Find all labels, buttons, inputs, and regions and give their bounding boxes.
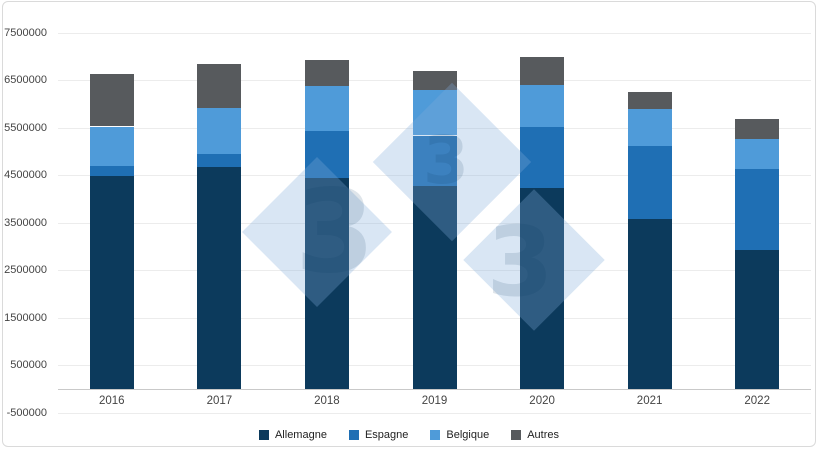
x-axis-category-label: 2022 bbox=[744, 395, 770, 407]
bar-2019-belgique bbox=[412, 90, 457, 136]
x-axis-category-label: 2020 bbox=[529, 395, 555, 407]
gridline bbox=[58, 33, 811, 34]
bar-2016-autres bbox=[89, 73, 134, 127]
bar-2017-allemagne bbox=[197, 167, 242, 389]
bar-2022-allemagne bbox=[735, 249, 780, 389]
bar-2018-allemagne bbox=[304, 178, 349, 389]
y-axis-tick-label: 1500000 bbox=[4, 311, 47, 324]
legend-label: Autres bbox=[527, 429, 560, 441]
legend-label: Espagne bbox=[364, 429, 409, 441]
bar-2019-allemagne bbox=[412, 185, 457, 389]
x-axis-category-label: 2016 bbox=[99, 395, 125, 407]
bar-2021-belgique bbox=[627, 109, 672, 147]
bar-2017-autres bbox=[197, 63, 242, 109]
legend-item-autres: Autres bbox=[511, 429, 559, 441]
bar-2017-belgique bbox=[197, 108, 242, 155]
bar-2017-espagne bbox=[197, 154, 242, 168]
legend-item-belgique: Belgique bbox=[430, 429, 489, 441]
x-axis-line bbox=[58, 388, 811, 390]
bar-2020-allemagne bbox=[520, 188, 565, 389]
gridline bbox=[58, 412, 811, 414]
x-axis-category-label: 2019 bbox=[421, 395, 448, 407]
x-axis-category-label: 2018 bbox=[314, 395, 340, 407]
bar-2016-allemagne bbox=[89, 176, 134, 389]
bar-2022-espagne bbox=[735, 169, 780, 250]
legend-label: Belgique bbox=[446, 429, 490, 441]
y-axis-tick-label: 5500000 bbox=[4, 121, 47, 134]
bar-2022-belgique bbox=[735, 138, 780, 170]
bar-2022-autres bbox=[735, 118, 780, 139]
bar-2016-belgique bbox=[89, 126, 134, 167]
x-axis-category-label: 2021 bbox=[636, 395, 663, 407]
y-axis-tick-label: 2500000 bbox=[4, 264, 47, 277]
bar-2020-espagne bbox=[520, 127, 565, 189]
y-axis-tick-label: 4500000 bbox=[4, 169, 47, 182]
y-axis-tick-label: 6500000 bbox=[4, 74, 47, 87]
bar-2018-espagne bbox=[304, 131, 349, 179]
x-axis-category-label: 2017 bbox=[206, 395, 233, 407]
bar-2020-autres bbox=[520, 56, 565, 85]
bar-2016-espagne bbox=[89, 166, 134, 177]
bar-2019-espagne bbox=[412, 135, 457, 186]
legend-swatch-icon bbox=[511, 430, 522, 440]
legend-label: Allemagne bbox=[274, 429, 327, 441]
bar-2019-autres bbox=[412, 71, 457, 91]
bar-2020-belgique bbox=[520, 84, 565, 128]
y-axis-tick-label: 500000 bbox=[10, 359, 47, 372]
legend-item-allemagne: Allemagne bbox=[258, 429, 327, 441]
legend-swatch-icon bbox=[348, 430, 359, 440]
y-axis-tick-label: 7500000 bbox=[4, 27, 47, 39]
legend-swatch-icon bbox=[258, 430, 269, 440]
bar-2018-belgique bbox=[304, 85, 349, 132]
bar-2021-espagne bbox=[627, 146, 672, 220]
bar-2018-autres bbox=[304, 59, 349, 86]
legend: Allemagne Espagne Belgique Autres bbox=[3, 429, 815, 441]
bar-2021-autres bbox=[627, 92, 672, 110]
legend-swatch-icon bbox=[430, 430, 441, 440]
y-axis-tick-label: 3500000 bbox=[4, 216, 47, 229]
bar-2021-allemagne bbox=[627, 219, 672, 389]
legend-item-espagne: Espagne bbox=[348, 429, 409, 441]
y-axis-tick-label: -500000 bbox=[6, 406, 47, 419]
